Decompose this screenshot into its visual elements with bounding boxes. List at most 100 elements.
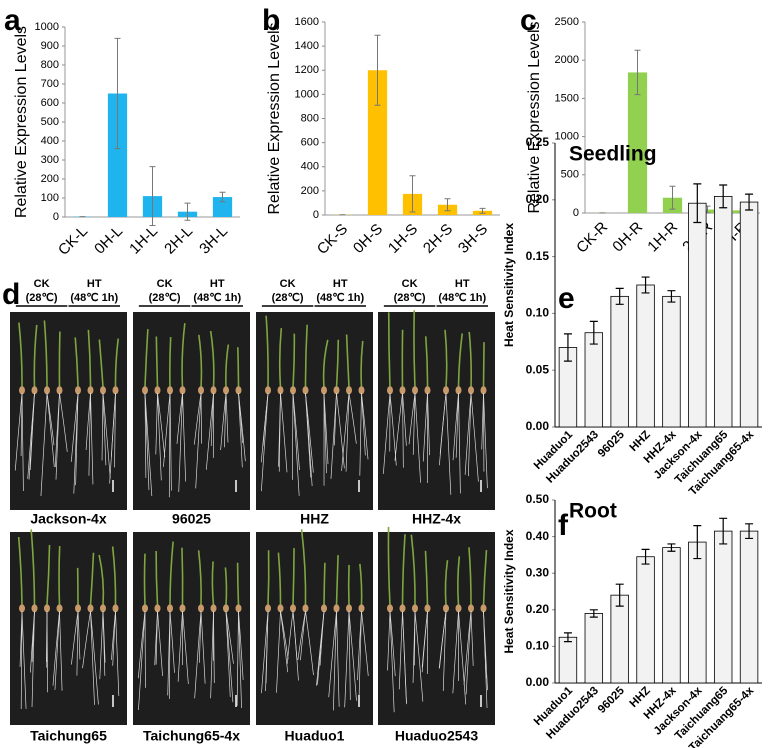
root (155, 611, 158, 665)
leaf (155, 551, 159, 606)
error-bar (563, 632, 572, 643)
root (292, 393, 300, 496)
root (199, 611, 202, 663)
root (59, 393, 68, 452)
seed (75, 604, 81, 613)
root (359, 393, 362, 476)
seed (179, 604, 186, 613)
y-tick-label: 0.10 (526, 639, 550, 653)
leaf (87, 329, 92, 388)
root (389, 611, 395, 713)
root (71, 611, 79, 665)
root (102, 611, 106, 663)
root (90, 611, 95, 705)
leaf (43, 320, 48, 388)
root (112, 611, 116, 666)
photo-label: Huaduo2543 (395, 728, 478, 744)
error-bar (641, 548, 650, 565)
y-tick-label: 0 (313, 209, 319, 221)
seed (480, 386, 487, 395)
seed (443, 386, 449, 395)
y-tick-label: 0.05 (526, 362, 550, 376)
seed (321, 386, 327, 395)
error-bar (219, 191, 226, 203)
x-tick-label: 0H-S (350, 221, 386, 257)
root (348, 393, 357, 444)
photo-background (378, 312, 495, 510)
root (40, 393, 48, 497)
seed (480, 604, 487, 613)
error-bar (641, 276, 650, 294)
root (470, 611, 474, 666)
bar (662, 295, 681, 428)
leaf (468, 331, 472, 388)
panel-letter: a (4, 4, 21, 37)
leaf (224, 567, 228, 606)
root (361, 611, 369, 676)
bar (688, 202, 707, 428)
leaf (457, 556, 461, 606)
root (157, 393, 162, 481)
root (238, 611, 242, 708)
leaf (98, 339, 104, 388)
root (224, 393, 227, 448)
seed (56, 386, 63, 395)
y-tick-label: 1500 (555, 92, 579, 104)
seed (87, 386, 94, 395)
seed (210, 604, 217, 613)
root (345, 393, 350, 472)
chart-title: Seedling (569, 143, 657, 166)
seed (100, 604, 106, 613)
root (276, 611, 281, 693)
seed (424, 386, 431, 395)
seed (387, 604, 393, 613)
root (458, 393, 461, 494)
seed (44, 386, 50, 395)
seed (112, 386, 119, 395)
bar (107, 93, 128, 217)
root (280, 393, 288, 473)
root (213, 611, 215, 684)
root (46, 393, 55, 468)
y-tick-label: 600 (41, 97, 59, 109)
error-bar (589, 609, 598, 618)
group-label: HT (87, 278, 102, 290)
error-bar (479, 207, 486, 214)
leaf (169, 541, 174, 606)
bar (688, 541, 707, 684)
y-tick-label: 1000 (35, 21, 59, 33)
leaf (237, 347, 240, 388)
seed (455, 386, 462, 395)
seed (358, 604, 365, 613)
group-condition: (48℃ 1h) (438, 292, 486, 304)
leaf (387, 526, 391, 606)
bar (662, 547, 681, 684)
root (412, 393, 416, 455)
root (21, 393, 24, 492)
seed (468, 604, 474, 613)
y-tick-label: 2500 (555, 16, 579, 28)
panel-letter: f (558, 509, 569, 542)
root (261, 611, 269, 694)
leaf (33, 324, 38, 388)
root (169, 611, 175, 673)
y-tick-label: 600 (301, 137, 319, 149)
root (305, 393, 312, 478)
seed (346, 604, 352, 613)
leaf (360, 340, 364, 388)
seed (399, 604, 406, 613)
x-tick-label: 3H-L (196, 223, 231, 258)
leaf (359, 563, 363, 606)
leaf (424, 336, 429, 388)
photo (10, 312, 127, 510)
y-tick-label: 400 (41, 135, 59, 147)
root (383, 393, 391, 474)
photo (133, 532, 250, 725)
y-tick-label: 1000 (295, 88, 319, 100)
seed (321, 604, 327, 613)
y-tick-label: 1000 (555, 131, 579, 143)
leaf (304, 324, 308, 388)
root (402, 393, 404, 468)
root (59, 611, 63, 691)
seed (333, 386, 340, 395)
